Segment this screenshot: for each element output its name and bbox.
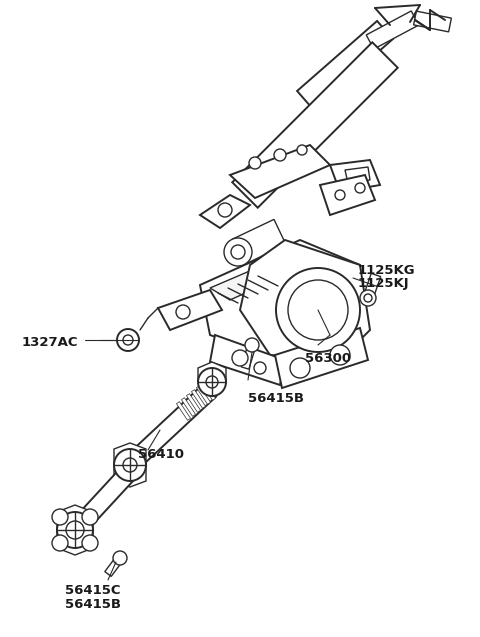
- Circle shape: [290, 358, 310, 378]
- Circle shape: [355, 183, 365, 193]
- Polygon shape: [210, 258, 300, 300]
- Polygon shape: [129, 383, 216, 466]
- Circle shape: [254, 362, 266, 374]
- Circle shape: [114, 449, 146, 481]
- Circle shape: [66, 521, 84, 539]
- Polygon shape: [57, 530, 93, 555]
- Circle shape: [57, 512, 93, 548]
- Circle shape: [117, 329, 139, 351]
- Polygon shape: [105, 555, 123, 576]
- Circle shape: [249, 157, 261, 169]
- Text: 1125KG: 1125KG: [358, 264, 416, 276]
- Polygon shape: [345, 167, 370, 183]
- Text: 56415B: 56415B: [248, 392, 304, 404]
- Circle shape: [232, 350, 248, 366]
- Text: 1125KJ: 1125KJ: [358, 276, 409, 289]
- Polygon shape: [114, 465, 146, 487]
- Circle shape: [335, 190, 345, 200]
- Circle shape: [276, 268, 360, 352]
- Circle shape: [198, 368, 226, 396]
- Polygon shape: [177, 402, 191, 420]
- Circle shape: [206, 376, 218, 388]
- Circle shape: [288, 280, 348, 340]
- Polygon shape: [192, 390, 205, 408]
- Polygon shape: [275, 328, 368, 388]
- Polygon shape: [363, 273, 381, 299]
- Text: 56300: 56300: [305, 352, 351, 364]
- Polygon shape: [241, 344, 256, 369]
- Text: 56415B: 56415B: [65, 598, 121, 610]
- Circle shape: [224, 238, 252, 266]
- Polygon shape: [240, 240, 370, 360]
- Polygon shape: [297, 21, 393, 109]
- Polygon shape: [200, 240, 360, 360]
- Circle shape: [82, 535, 98, 551]
- Circle shape: [360, 290, 376, 306]
- Polygon shape: [320, 175, 375, 215]
- Circle shape: [274, 149, 286, 161]
- Circle shape: [82, 509, 98, 525]
- Circle shape: [231, 245, 245, 259]
- Text: 56415C: 56415C: [65, 583, 120, 596]
- Text: 56410: 56410: [138, 448, 184, 461]
- Polygon shape: [414, 11, 451, 32]
- Polygon shape: [366, 11, 419, 49]
- Circle shape: [297, 145, 307, 155]
- Circle shape: [330, 345, 350, 365]
- Circle shape: [52, 509, 68, 525]
- Polygon shape: [181, 397, 195, 417]
- Circle shape: [245, 338, 259, 352]
- Polygon shape: [330, 160, 380, 192]
- Polygon shape: [198, 362, 226, 382]
- Circle shape: [218, 203, 232, 217]
- Text: 1327AC: 1327AC: [22, 336, 79, 348]
- Circle shape: [123, 335, 133, 345]
- Circle shape: [364, 294, 372, 302]
- Polygon shape: [196, 385, 211, 404]
- Polygon shape: [200, 195, 250, 228]
- Polygon shape: [57, 505, 93, 530]
- Polygon shape: [202, 382, 216, 400]
- Polygon shape: [210, 335, 285, 385]
- Circle shape: [113, 551, 127, 565]
- Polygon shape: [114, 443, 146, 465]
- Polygon shape: [230, 145, 330, 198]
- Circle shape: [123, 458, 137, 472]
- Circle shape: [176, 305, 190, 319]
- Polygon shape: [186, 394, 201, 412]
- Polygon shape: [232, 42, 398, 208]
- Polygon shape: [158, 290, 222, 330]
- Polygon shape: [232, 219, 286, 264]
- Circle shape: [52, 535, 68, 551]
- Polygon shape: [75, 465, 137, 529]
